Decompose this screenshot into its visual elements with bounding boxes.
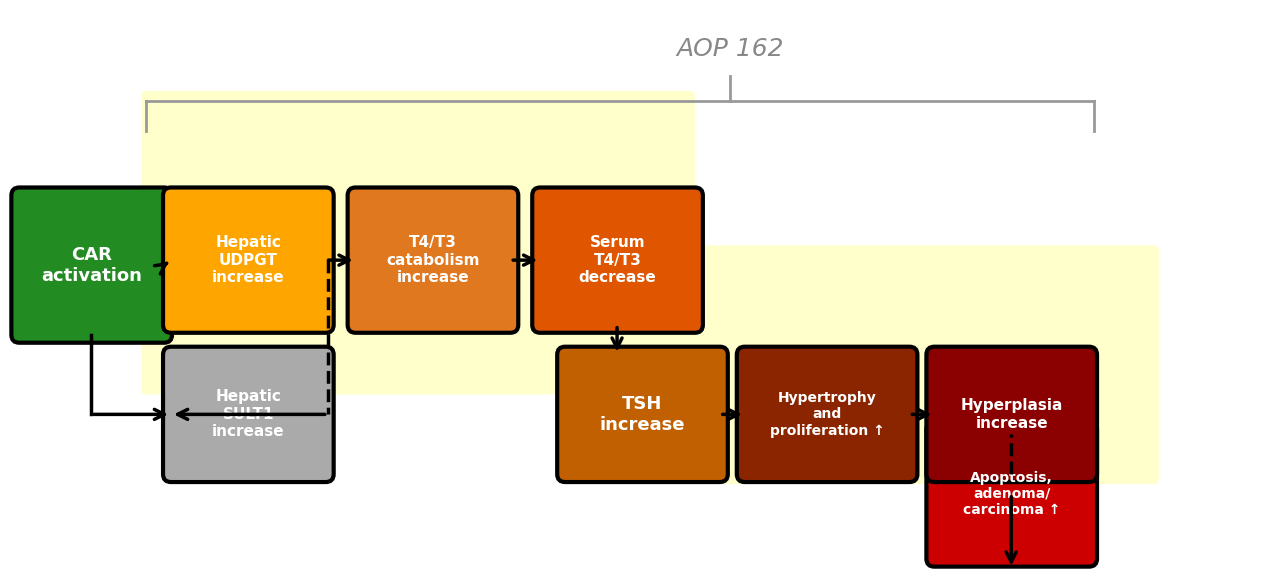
- Text: Hepatic
SULT1
increase: Hepatic SULT1 increase: [213, 390, 285, 439]
- Text: Hepatic
UDPGT
increase: Hepatic UDPGT increase: [213, 236, 285, 285]
- FancyBboxPatch shape: [348, 187, 518, 333]
- Text: Serum
T4/T3
decrease: Serum T4/T3 decrease: [578, 236, 657, 285]
- Text: AOP 162: AOP 162: [676, 37, 783, 61]
- FancyBboxPatch shape: [926, 421, 1097, 567]
- Text: CAR
activation: CAR activation: [41, 246, 142, 285]
- FancyBboxPatch shape: [142, 91, 696, 394]
- Text: T4/T3
catabolism
increase: T4/T3 catabolism increase: [386, 236, 479, 285]
- Text: Hypertrophy
and
proliferation ↑: Hypertrophy and proliferation ↑: [770, 391, 885, 438]
- Text: TSH
increase: TSH increase: [600, 395, 685, 434]
- Text: Hyperplasia
increase: Hyperplasia increase: [961, 398, 1063, 430]
- FancyBboxPatch shape: [164, 187, 334, 333]
- FancyBboxPatch shape: [560, 245, 1159, 484]
- FancyBboxPatch shape: [532, 187, 703, 333]
- Text: Apoptosis,
adenoma/
carcinoma ↑: Apoptosis, adenoma/ carcinoma ↑: [963, 471, 1060, 517]
- FancyBboxPatch shape: [558, 347, 728, 482]
- FancyBboxPatch shape: [926, 347, 1097, 482]
- FancyBboxPatch shape: [12, 187, 173, 343]
- FancyBboxPatch shape: [737, 347, 917, 482]
- FancyBboxPatch shape: [164, 347, 334, 482]
